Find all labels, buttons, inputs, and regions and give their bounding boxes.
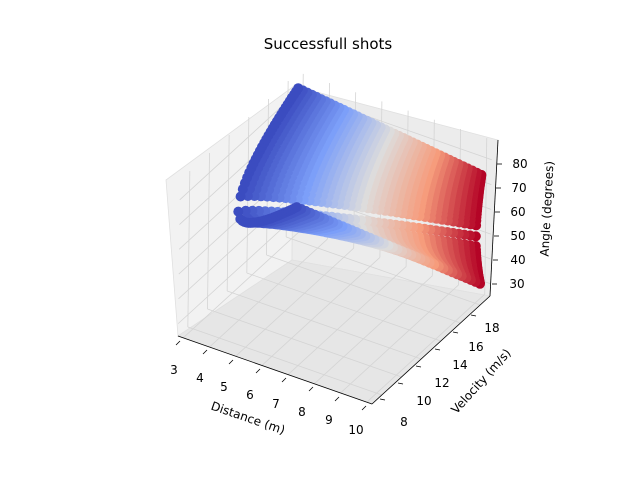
z-axis-label: Angle (degrees) — [538, 161, 557, 257]
x-tick — [175, 340, 181, 346]
x-tick-label: 9 — [325, 413, 333, 427]
x-tick-label: 6 — [246, 388, 254, 402]
z-tick-label: 80 — [512, 157, 527, 171]
x-tick — [228, 359, 234, 365]
y-tick-label: 10 — [416, 394, 431, 408]
y-tick-label: 12 — [434, 376, 449, 390]
grid-line — [209, 238, 328, 348]
grid-line — [227, 290, 422, 360]
x-tick — [308, 386, 314, 392]
x-axis-line — [177, 335, 373, 405]
z-axis-line — [489, 139, 499, 297]
grid-line — [179, 91, 299, 201]
y-tick — [379, 398, 386, 401]
x-tick-label: 5 — [220, 380, 228, 394]
z-tick-label: 70 — [511, 181, 526, 195]
chart-title: Successfull shots — [264, 35, 393, 53]
scatter-point — [240, 205, 251, 216]
axis-lines — [177, 139, 499, 405]
grid-line — [286, 236, 481, 306]
grid-line — [177, 215, 297, 324]
y-tick — [415, 365, 422, 368]
grid-line — [226, 134, 230, 292]
grid-line — [207, 308, 402, 378]
y-axis-label: Velocity (m/s) — [448, 346, 513, 416]
grid-line — [187, 326, 382, 396]
y-tick-label: 16 — [468, 340, 483, 354]
y-tick-label: 14 — [452, 358, 467, 372]
grid-line — [266, 254, 461, 324]
grid-line — [287, 266, 407, 375]
z-tick-label: 30 — [509, 277, 524, 291]
y-tick — [452, 331, 459, 334]
x-tick — [334, 396, 340, 402]
grid-line — [314, 275, 433, 385]
x-tick — [202, 349, 208, 355]
x-tick — [361, 405, 367, 411]
grid-line — [187, 170, 191, 328]
grid-line — [235, 247, 354, 357]
z-axis: 30 40 50 60 70 80 Angle (degrees) — [492, 157, 556, 291]
x-tick — [255, 368, 261, 374]
y-tick — [397, 382, 404, 385]
y-tick-label: 18 — [484, 321, 499, 335]
x-tick-label: 10 — [348, 423, 363, 437]
z-tick-label: 50 — [510, 229, 525, 243]
z-tick-label: 40 — [510, 253, 525, 267]
x-tick-label: 4 — [196, 371, 204, 385]
grid-line — [261, 257, 381, 366]
scatter-point — [293, 83, 304, 94]
x-tick-label: 3 — [170, 363, 178, 377]
y-tick — [434, 348, 441, 351]
x-tick-label: 7 — [272, 397, 280, 411]
y-tick-label: 8 — [400, 415, 408, 429]
x-tick — [281, 377, 287, 383]
y-axis-line — [371, 295, 491, 405]
scatter-point — [291, 202, 302, 213]
grid-line — [340, 284, 459, 394]
grid-line — [182, 229, 302, 339]
grid-line — [246, 272, 441, 342]
grid-line — [207, 152, 210, 310]
x-tick-label: 8 — [298, 405, 306, 419]
grid-line — [484, 138, 488, 295]
y-tick — [470, 314, 477, 317]
grid-line — [366, 293, 486, 403]
z-tick-label: 60 — [510, 205, 525, 219]
scatter-surface — [233, 83, 487, 289]
